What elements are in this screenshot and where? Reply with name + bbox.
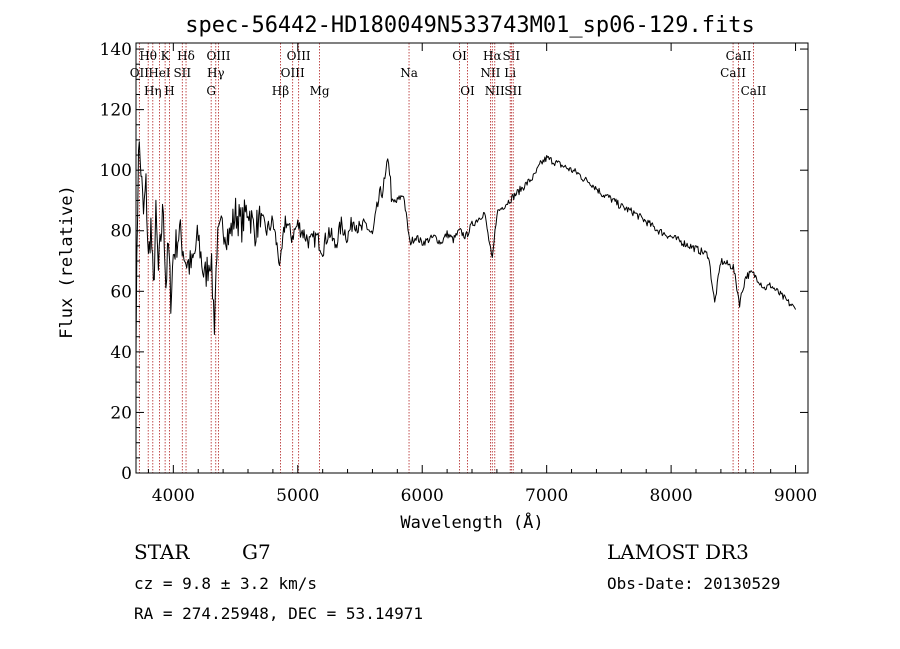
- spectral-line-label: Hη: [144, 84, 162, 98]
- redshift-cz: cz = 9.8 ± 3.2 km/s: [134, 574, 317, 593]
- spectral-line-label: Na: [400, 66, 418, 80]
- y-tick-label: 0: [121, 464, 132, 484]
- flux-series: [135, 141, 797, 355]
- spectral-line-label: Hθ: [139, 49, 157, 63]
- spectral-line-label: H: [164, 84, 174, 98]
- spectral-line-label: OI: [452, 49, 467, 63]
- y-tick-label: 100: [100, 161, 132, 181]
- x-axis-label: Wavelength (Å): [400, 511, 543, 533]
- spectral-line-label: SII: [173, 66, 191, 80]
- survey-name: LAMOST DR3: [607, 540, 749, 564]
- spectral-line-label: K: [161, 49, 171, 63]
- spectral-line-label: G: [206, 84, 216, 98]
- spectral-line-label: CaII: [720, 66, 746, 80]
- spectral-line-label: HeI: [148, 66, 171, 80]
- x-tick-label: 7000: [525, 486, 568, 506]
- spectral-line-label: CaII: [741, 84, 767, 98]
- spectral-line-label: Hδ: [177, 49, 195, 63]
- spectral-line-label: OIII: [206, 49, 230, 63]
- x-tick-label: 4000: [152, 486, 195, 506]
- y-axis-label: Flux (relative): [57, 185, 77, 339]
- x-tick-label: 8000: [649, 486, 692, 506]
- ra-dec: RA = 274.25948, DEC = 53.14971: [134, 604, 423, 623]
- line-markers: OII Hθ Hη HeI K H SII Hδ G Hγ OIII Hβ OIII OIII Mg Na OI…: [130, 43, 767, 473]
- spectral-line-label: Mg: [310, 84, 330, 98]
- spectral-line-label: NII: [480, 66, 500, 80]
- spectral-line-label: OIII: [281, 66, 305, 80]
- object-class: STAR: [134, 540, 190, 564]
- spectral-line-label: Hα: [483, 49, 502, 63]
- x-tick-label: 5000: [276, 486, 319, 506]
- spectral-line-label: NII: [485, 84, 505, 98]
- chart-title: spec-56442-HD180049N533743M01_sp06-129.f…: [185, 13, 755, 38]
- x-tick-label: 6000: [401, 486, 444, 506]
- y-tick-label: 20: [110, 403, 132, 423]
- spectral-line-label: OI: [460, 84, 475, 98]
- y-tick-label: 120: [100, 101, 132, 121]
- object-subclass: G7: [242, 540, 271, 564]
- y-tick-label: 80: [110, 222, 132, 242]
- y-tick-label: 60: [110, 282, 132, 302]
- spectral-line-label: Li: [504, 66, 516, 80]
- spectral-line-label: OII: [130, 66, 150, 80]
- y-tick-label: 140: [100, 40, 132, 60]
- spectral-line-label: OIII: [287, 49, 311, 63]
- flux-line: [135, 141, 797, 355]
- axes: 4000 5000 6000 7000 8000 9000 0 20 40 60 80 100 120 1…: [100, 40, 818, 506]
- spectral-line-label: SII: [502, 49, 520, 63]
- spectral-line-label: Hγ: [207, 66, 225, 80]
- spectral-line-label: Hβ: [272, 84, 289, 98]
- spectral-line-label: SII: [504, 84, 522, 98]
- spectral-line-label: CaII: [726, 49, 752, 63]
- x-tick-label: 9000: [774, 486, 817, 506]
- y-tick-label: 40: [110, 343, 132, 363]
- obs-date: Obs-Date: 20130529: [607, 574, 780, 593]
